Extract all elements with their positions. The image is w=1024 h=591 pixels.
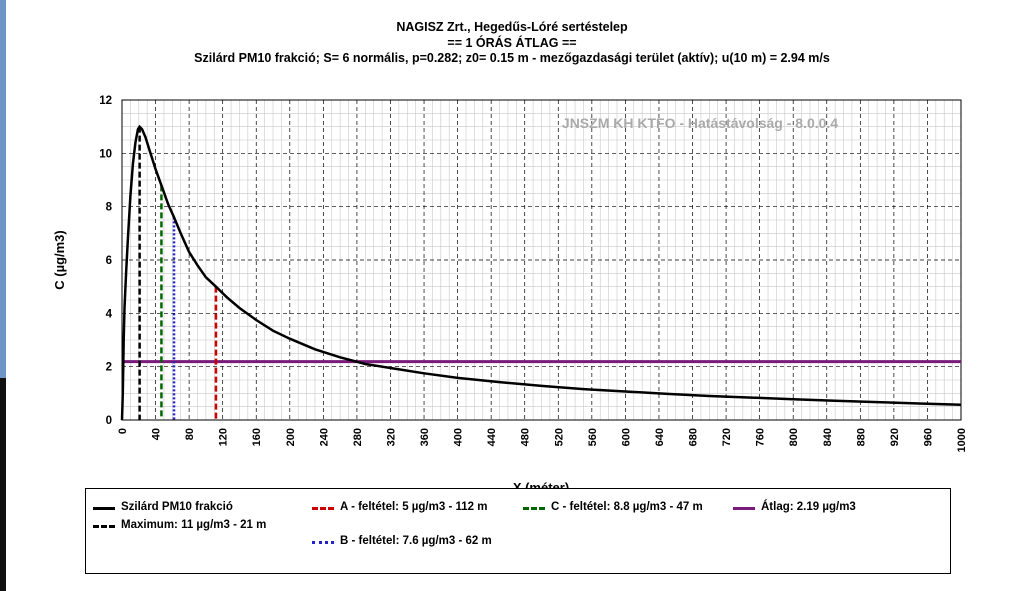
y-tick-label: 0 [106,415,112,427]
chart-subtitle: == 1 ÓRÁS ÁTLAG == [447,35,577,50]
y-axis-label: C (µg/m3) [52,230,67,290]
legend-label: B - feltétel: 7.6 µg/m3 - 62 m [340,535,492,547]
x-tick-label: 200 [285,428,297,446]
legend-swatch-dotted-blue [312,541,334,544]
y-tick-label: 6 [106,255,112,267]
legend-item-a: A - feltétel: 5 µg/m3 - 112 m [312,501,502,514]
legend-swatch-purple [733,507,755,510]
x-tick-label: 440 [486,428,498,446]
x-tick-label: 800 [788,428,800,446]
series-line-pm10 [120,124,962,421]
legend-item-average: Átlag: 2.19 µg/m3 [733,501,933,514]
x-tick-label: 600 [620,428,632,446]
x-tick-label: 920 [889,428,901,446]
legend-label: C - feltétel: 8.8 µg/m3 - 47 m [551,501,703,513]
plot-frame [121,99,962,421]
x-tick-label: 640 [654,428,666,446]
window-edge-blue [0,0,6,392]
y-tick-label: 2 [106,362,112,374]
minor-gridlines [122,100,961,420]
x-tick-label: 720 [721,428,733,446]
major-gridlines [121,99,962,421]
legend-label: Átlag: 2.19 µg/m3 [761,501,856,513]
legend-label: Szilárd PM10 frakció [121,501,233,513]
legend-item-series: Szilárd PM10 frakció [93,501,293,514]
chart-parameters: Szilárd PM10 frakció; S= 6 normális, p=0… [194,51,830,65]
x-tick-label: 160 [251,428,263,446]
x-tick-label: 960 [922,428,934,446]
legend-swatch-dashed-red [312,507,334,510]
legend-swatch-dashed-black [93,525,115,528]
x-tick-label: 680 [688,428,700,446]
x-tick-label: 80 [184,428,196,440]
y-tick-label: 8 [106,202,113,214]
x-tick-label: 560 [587,428,599,446]
x-tick-label: 400 [453,428,465,446]
legend-swatch-dashed-green [523,507,545,510]
x-tick-label: 880 [855,428,867,446]
x-tick-label: 520 [553,428,565,446]
x-tick-label: 240 [318,428,330,446]
x-tick-label: 320 [385,428,397,446]
watermark-text: JNSZM KH KTFO - Hatástávolság - 8.0.0.4 [562,115,838,131]
x-tick-label: 480 [520,428,532,446]
legend-item-c: C - feltétel: 8.8 µg/m3 - 47 m [523,501,713,514]
legend-item-b: B - feltétel: 7.6 µg/m3 - 62 m [312,535,502,548]
y-tick-label: 10 [99,148,112,160]
x-tick-label: 760 [755,428,767,446]
x-tick-label: 280 [352,428,364,446]
legend-swatch-solid [93,507,115,510]
x-tick-label: 40 [151,428,163,440]
chart-title: NAGISZ Zrt., Hegedűs-Lóré sertéstelep [396,20,628,34]
y-tick-label: 12 [99,95,112,107]
legend-item-maximum: Maximum: 11 µg/m3 - 21 m [93,519,313,532]
y-tick-label: 4 [106,308,113,320]
legend-label: Maximum: 11 µg/m3 - 21 m [121,519,267,531]
chart-title-block: NAGISZ Zrt., Hegedűs-Lóré sertéstelep ==… [0,20,1024,67]
x-tick-label: 120 [218,428,230,446]
x-tick-label: 840 [822,428,834,446]
x-tick-label: 360 [419,428,431,446]
window-edge-dark [0,378,6,591]
legend-label: A - feltétel: 5 µg/m3 - 112 m [340,501,488,513]
x-tick-label: 0 [117,428,129,434]
x-tick-label: 1000 [956,428,968,452]
chart-legend: Szilárd PM10 frakció Maximum: 11 µg/m3 -… [85,488,951,574]
